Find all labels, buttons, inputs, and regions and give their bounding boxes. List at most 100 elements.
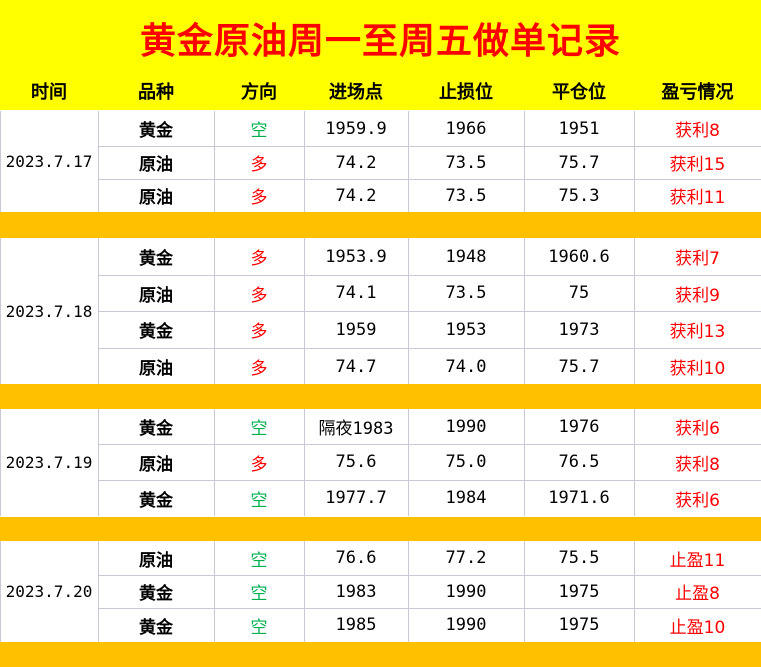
grid-line-vertical (214, 409, 215, 516)
cell-close: 1976 (558, 416, 600, 437)
cell-pnl: 获利8 (675, 121, 720, 141)
grid-line-vertical (214, 541, 215, 642)
table-row: 黄金 多 1953.9 1948 1960.6 获利7 (0, 238, 761, 275)
table-header: 时间 品种 方向 进场点 止损位 平仓位 盈亏情况 (0, 76, 761, 110)
cell-entry: 1959 (335, 319, 377, 340)
cell-product: 黄金 (139, 617, 173, 638)
cell-product: 原油 (139, 550, 173, 571)
cell-product: 黄金 (139, 322, 173, 342)
cell-direction: 空 (250, 584, 268, 604)
grid-line-vertical (524, 409, 525, 516)
cell-direction: 多 (250, 322, 268, 342)
cell-close: 75.7 (558, 152, 600, 173)
grid-line-vertical (0, 541, 1, 642)
cell-entry: 74.1 (335, 283, 377, 303)
cell-close: 1975 (558, 581, 600, 602)
cell-entry: 76.6 (335, 548, 377, 568)
date-cell: 2023.7.19 (5, 453, 93, 472)
header-close: 平仓位 (552, 82, 606, 103)
header-product: 品种 (138, 82, 174, 103)
grid-line-horizontal (98, 311, 761, 312)
cell-pnl: 获利8 (675, 454, 720, 475)
cell-entry: 隔夜1983 (318, 419, 394, 439)
cell-stop: 77.2 (445, 548, 487, 568)
header-direction: 方向 (241, 82, 277, 103)
cell-product: 黄金 (139, 121, 173, 141)
cell-pnl: 获利11 (669, 188, 726, 208)
grid-line-vertical (634, 111, 635, 212)
cell-entry: 74.2 (335, 152, 377, 173)
cell-close: 1975 (558, 615, 600, 635)
table-row: 黄金 空 1959.9 1966 1951 获利8 (0, 111, 761, 146)
cell-direction: 多 (250, 359, 268, 379)
cell-entry: 74.7 (335, 356, 377, 377)
grid-line-vertical (408, 111, 409, 212)
grid-line-horizontal (98, 444, 761, 445)
grid-line-vertical (304, 409, 305, 516)
cell-close: 75 (568, 283, 590, 303)
table-row: 原油 多 74.2 73.5 75.7 获利15 (0, 146, 761, 179)
cell-product: 原油 (139, 359, 173, 379)
cell-product: 原油 (139, 155, 173, 175)
grid-line-vertical (98, 541, 99, 642)
cell-direction: 多 (250, 285, 268, 306)
page-title: 黄金原油周一至周五做单记录 (139, 20, 621, 62)
cell-product: 黄金 (139, 584, 173, 604)
grid-line-vertical (524, 111, 525, 212)
grid-line-vertical (634, 409, 635, 516)
cell-pnl: 获利13 (669, 322, 726, 342)
cell-stop: 1948 (445, 246, 487, 267)
cell-entry: 75.6 (335, 452, 377, 472)
cell-direction: 多 (250, 188, 268, 208)
cell-stop: 74.0 (445, 356, 487, 377)
table-row: 原油 多 74.2 73.5 75.3 获利11 (0, 179, 761, 212)
cell-direction: 多 (250, 155, 268, 175)
grid-line-vertical (0, 238, 1, 385)
grid-line-vertical (0, 409, 1, 516)
cell-direction: 空 (250, 419, 268, 439)
cell-close: 75.3 (558, 185, 600, 206)
cell-direction: 空 (250, 121, 268, 141)
grid-line-vertical (0, 111, 1, 212)
cell-stop: 73.5 (445, 185, 487, 206)
group-separator (0, 642, 761, 667)
cell-stop: 75.0 (445, 452, 487, 472)
cell-pnl: 止盈8 (675, 584, 720, 604)
cell-direction: 空 (250, 550, 268, 571)
cell-direction: 空 (250, 617, 268, 638)
cell-product: 黄金 (139, 419, 173, 439)
table-row: 黄金 空 隔夜1983 1990 1976 获利6 (0, 409, 761, 444)
header-stop: 止损位 (439, 82, 493, 103)
cell-entry: 1953.9 (325, 246, 387, 267)
cell-stop: 1990 (445, 416, 487, 437)
date-cell: 2023.7.18 (5, 302, 93, 321)
cell-product: 黄金 (139, 249, 173, 269)
cell-pnl: 获利6 (675, 490, 720, 511)
cell-close: 75.5 (558, 548, 600, 568)
group-separator (0, 384, 761, 409)
cell-close: 1973 (558, 319, 600, 340)
cell-direction: 多 (250, 454, 268, 475)
cell-close: 1971.6 (548, 488, 610, 508)
grid-line-horizontal (98, 348, 761, 349)
table-row: 黄金 空 1977.7 1984 1971.6 获利6 (0, 480, 761, 516)
cell-pnl: 获利15 (669, 155, 726, 175)
table-row: 黄金 空 1985 1990 1975 止盈10 (0, 608, 761, 642)
cell-product: 原油 (139, 188, 173, 208)
table-row: 原油 多 74.7 74.0 75.7 获利10 (0, 348, 761, 385)
group-separator (0, 517, 761, 541)
cell-stop: 1953 (445, 319, 487, 340)
title-bar: 黄金原油周一至周五做单记录 (0, 0, 761, 76)
cell-pnl: 获利9 (675, 285, 720, 306)
cell-pnl: 获利10 (669, 359, 726, 379)
cell-pnl: 止盈10 (669, 617, 726, 638)
cell-stop: 1990 (445, 581, 487, 602)
cell-close: 76.5 (558, 452, 600, 472)
cell-product: 原油 (139, 285, 173, 306)
cell-close: 1951 (558, 118, 600, 139)
grid-line-vertical (634, 541, 635, 642)
grid-line-horizontal (98, 275, 761, 276)
grid-line-vertical (304, 111, 305, 212)
grid-line-horizontal (98, 480, 761, 481)
date-cell: 2023.7.17 (5, 152, 93, 171)
